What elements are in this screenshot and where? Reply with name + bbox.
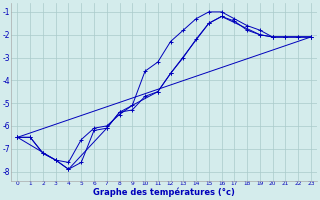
X-axis label: Graphe des températures (°c): Graphe des températures (°c) bbox=[93, 188, 235, 197]
